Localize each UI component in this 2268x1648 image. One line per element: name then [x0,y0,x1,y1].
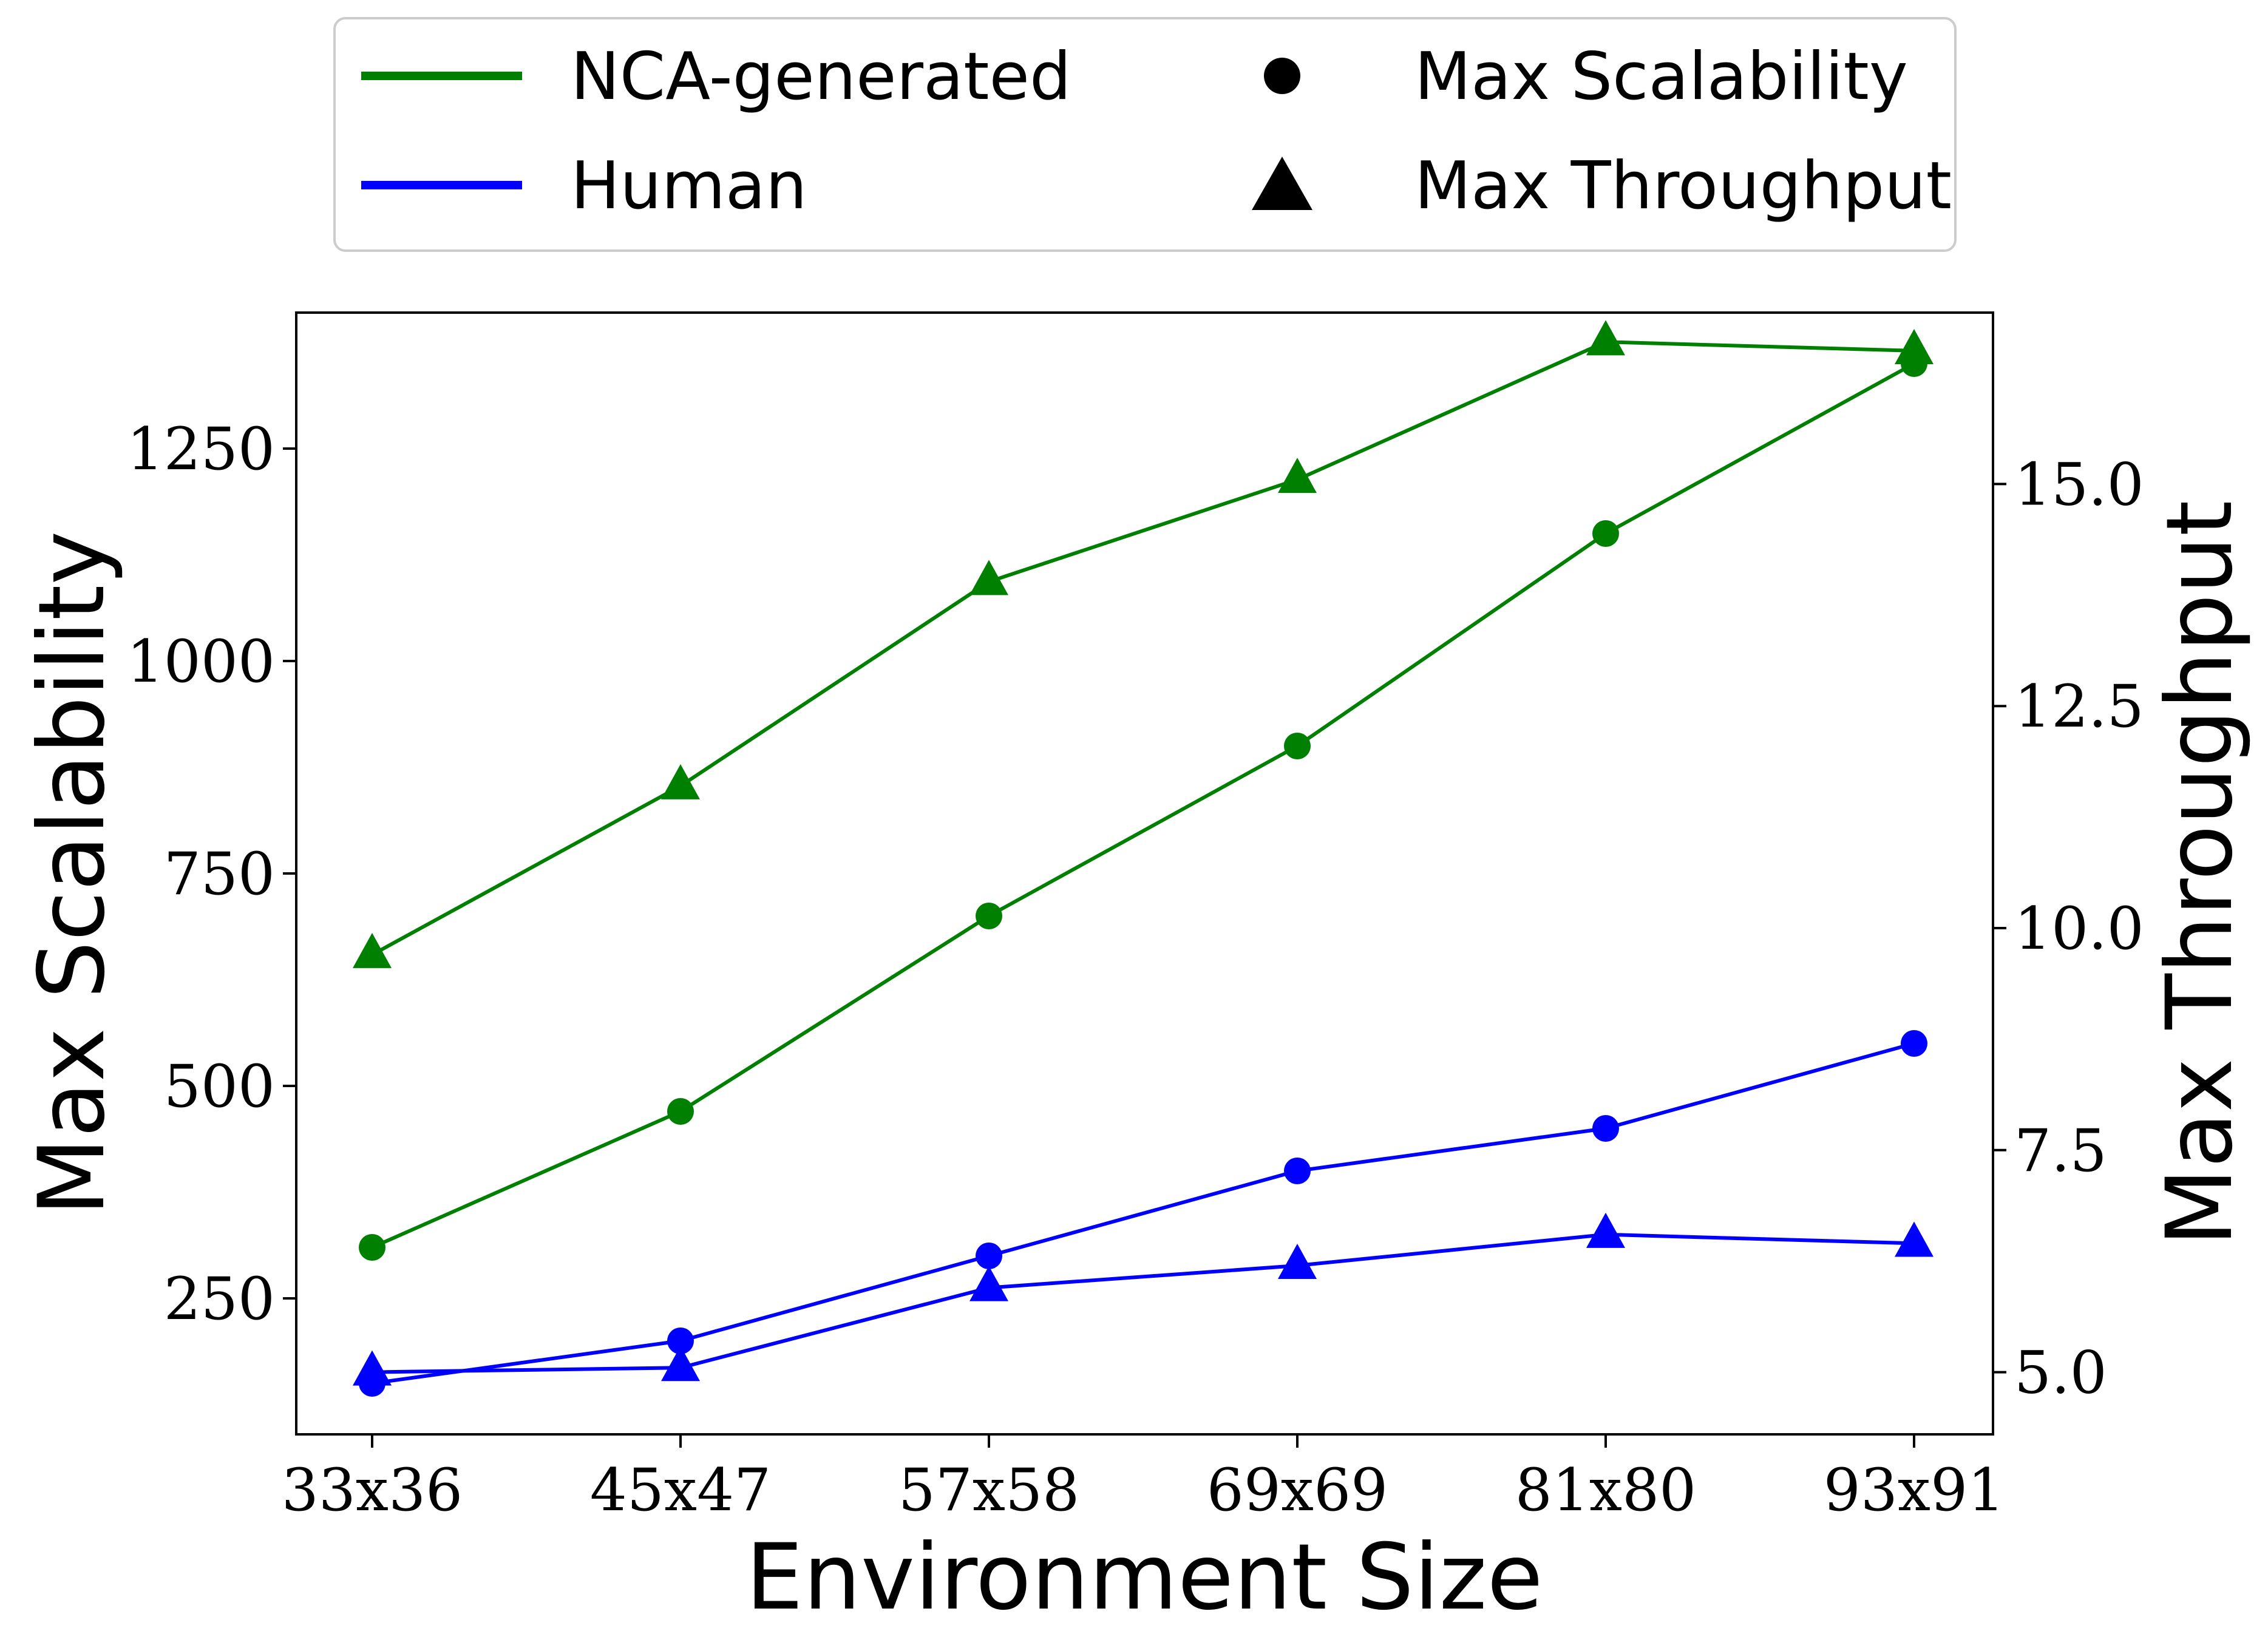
point-nca-generated-max-scalability [1592,520,1619,547]
left-tick-label: 250 [164,1265,275,1333]
point-human-max-throughput [1586,1212,1625,1248]
right-tick-label: 7.5 [2014,1117,2107,1185]
series-line-human-max-throughput [372,1232,1915,1374]
series-line-human-max-scalability [372,1042,1915,1385]
x-tick-label: 93x91 [1824,1456,2005,1524]
left-tick-label: 1000 [127,628,275,696]
point-human-max-throughput [1278,1244,1317,1280]
series-layer [353,320,1934,1397]
left-y-axis-label: Max Scalability [19,531,125,1216]
point-human-max-throughput [661,1346,700,1382]
x-tick-label: 81x80 [1515,1456,1696,1524]
point-nca-generated-max-scalability [976,903,1002,929]
left-y-axis: 250 500 750 1000 1250 [127,415,296,1333]
x-tick-label: 45x47 [590,1456,771,1524]
point-human-max-throughput [969,1266,1008,1301]
legend-marker-scalability [1264,58,1300,94]
right-y-axis-label: Max Throughput [2147,500,2253,1246]
point-human-max-scalability [667,1328,694,1354]
legend-label-scalability: Max Scalability [1414,39,1908,115]
legend-box [333,17,1957,252]
x-axis: 33x36 45x47 57x58 69x69 81x80 93x91 [282,1434,2005,1524]
point-nca-generated-max-scalability [667,1098,694,1125]
point-human-max-scalability [976,1243,1002,1269]
legend-label-human: Human [571,148,807,224]
point-nca-generated-max-throughput [353,932,392,968]
point-human-max-scalability [1592,1115,1619,1142]
point-nca-generated-max-throughput [969,560,1008,595]
series-line-nca-generated-max-scalability [371,362,1915,1249]
point-nca-generated-max-throughput [1586,320,1625,356]
right-tick-label: 12.5 [2014,673,2144,741]
point-human-max-throughput [353,1350,392,1386]
x-tick-label: 33x36 [282,1456,463,1524]
point-nca-generated-max-throughput [1278,458,1317,493]
point-human-max-throughput [1895,1221,1934,1257]
legend-label-throughput: Max Throughput [1414,148,1952,224]
point-nca-generated-max-throughput [661,764,700,799]
legend: NCA-generated Max Scalability Human Max … [333,17,1957,252]
legend-label-nca: NCA-generated [571,39,1071,115]
point-nca-generated-max-throughput [1895,328,1934,364]
x-tick-label: 69x69 [1207,1456,1388,1524]
x-axis-label: Environment Size [745,1525,1543,1630]
point-human-max-scalability [1901,1030,1927,1057]
point-nca-generated-max-scalability [1284,733,1311,759]
legend-marker-throughput [1252,157,1312,210]
left-tick-label: 1250 [127,415,275,483]
right-tick-label: 5.0 [2014,1339,2107,1407]
left-tick-label: 500 [164,1053,275,1121]
right-tick-label: 10.0 [2014,895,2144,963]
plot-frame [295,311,1994,1436]
series-line-nca-generated-max-throughput [371,340,1915,957]
point-human-max-scalability [1284,1158,1311,1184]
right-tick-label: 15.0 [2014,450,2144,518]
left-tick-label: 750 [164,840,275,908]
right-y-axis: 5.0 7.5 10.0 12.5 15.0 [1993,450,2144,1407]
point-nca-generated-max-scalability [359,1234,385,1261]
x-tick-label: 57x58 [898,1456,1079,1524]
